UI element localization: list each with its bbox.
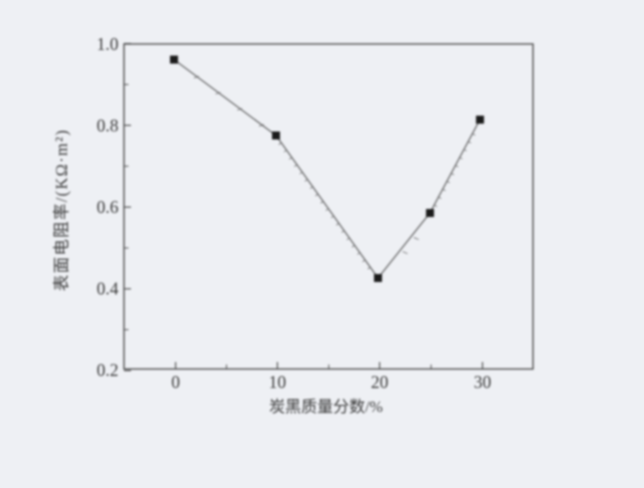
svg-text:表面电阻率/(KΩ·m²): 表面电阻率/(KΩ·m²) (52, 129, 71, 291)
svg-text:0: 0 (171, 372, 180, 392)
svg-text:0.8: 0.8 (97, 116, 119, 136)
svg-text:30: 30 (474, 372, 492, 392)
svg-text:0.2: 0.2 (97, 360, 119, 380)
svg-text:炭黑质量分数/%: 炭黑质量分数/% (269, 398, 383, 416)
svg-text:0.4: 0.4 (97, 279, 119, 299)
svg-text:10: 10 (269, 372, 287, 392)
svg-text:1.0: 1.0 (97, 34, 119, 54)
svg-text:20: 20 (371, 372, 389, 392)
svg-text:0.6: 0.6 (97, 197, 119, 217)
